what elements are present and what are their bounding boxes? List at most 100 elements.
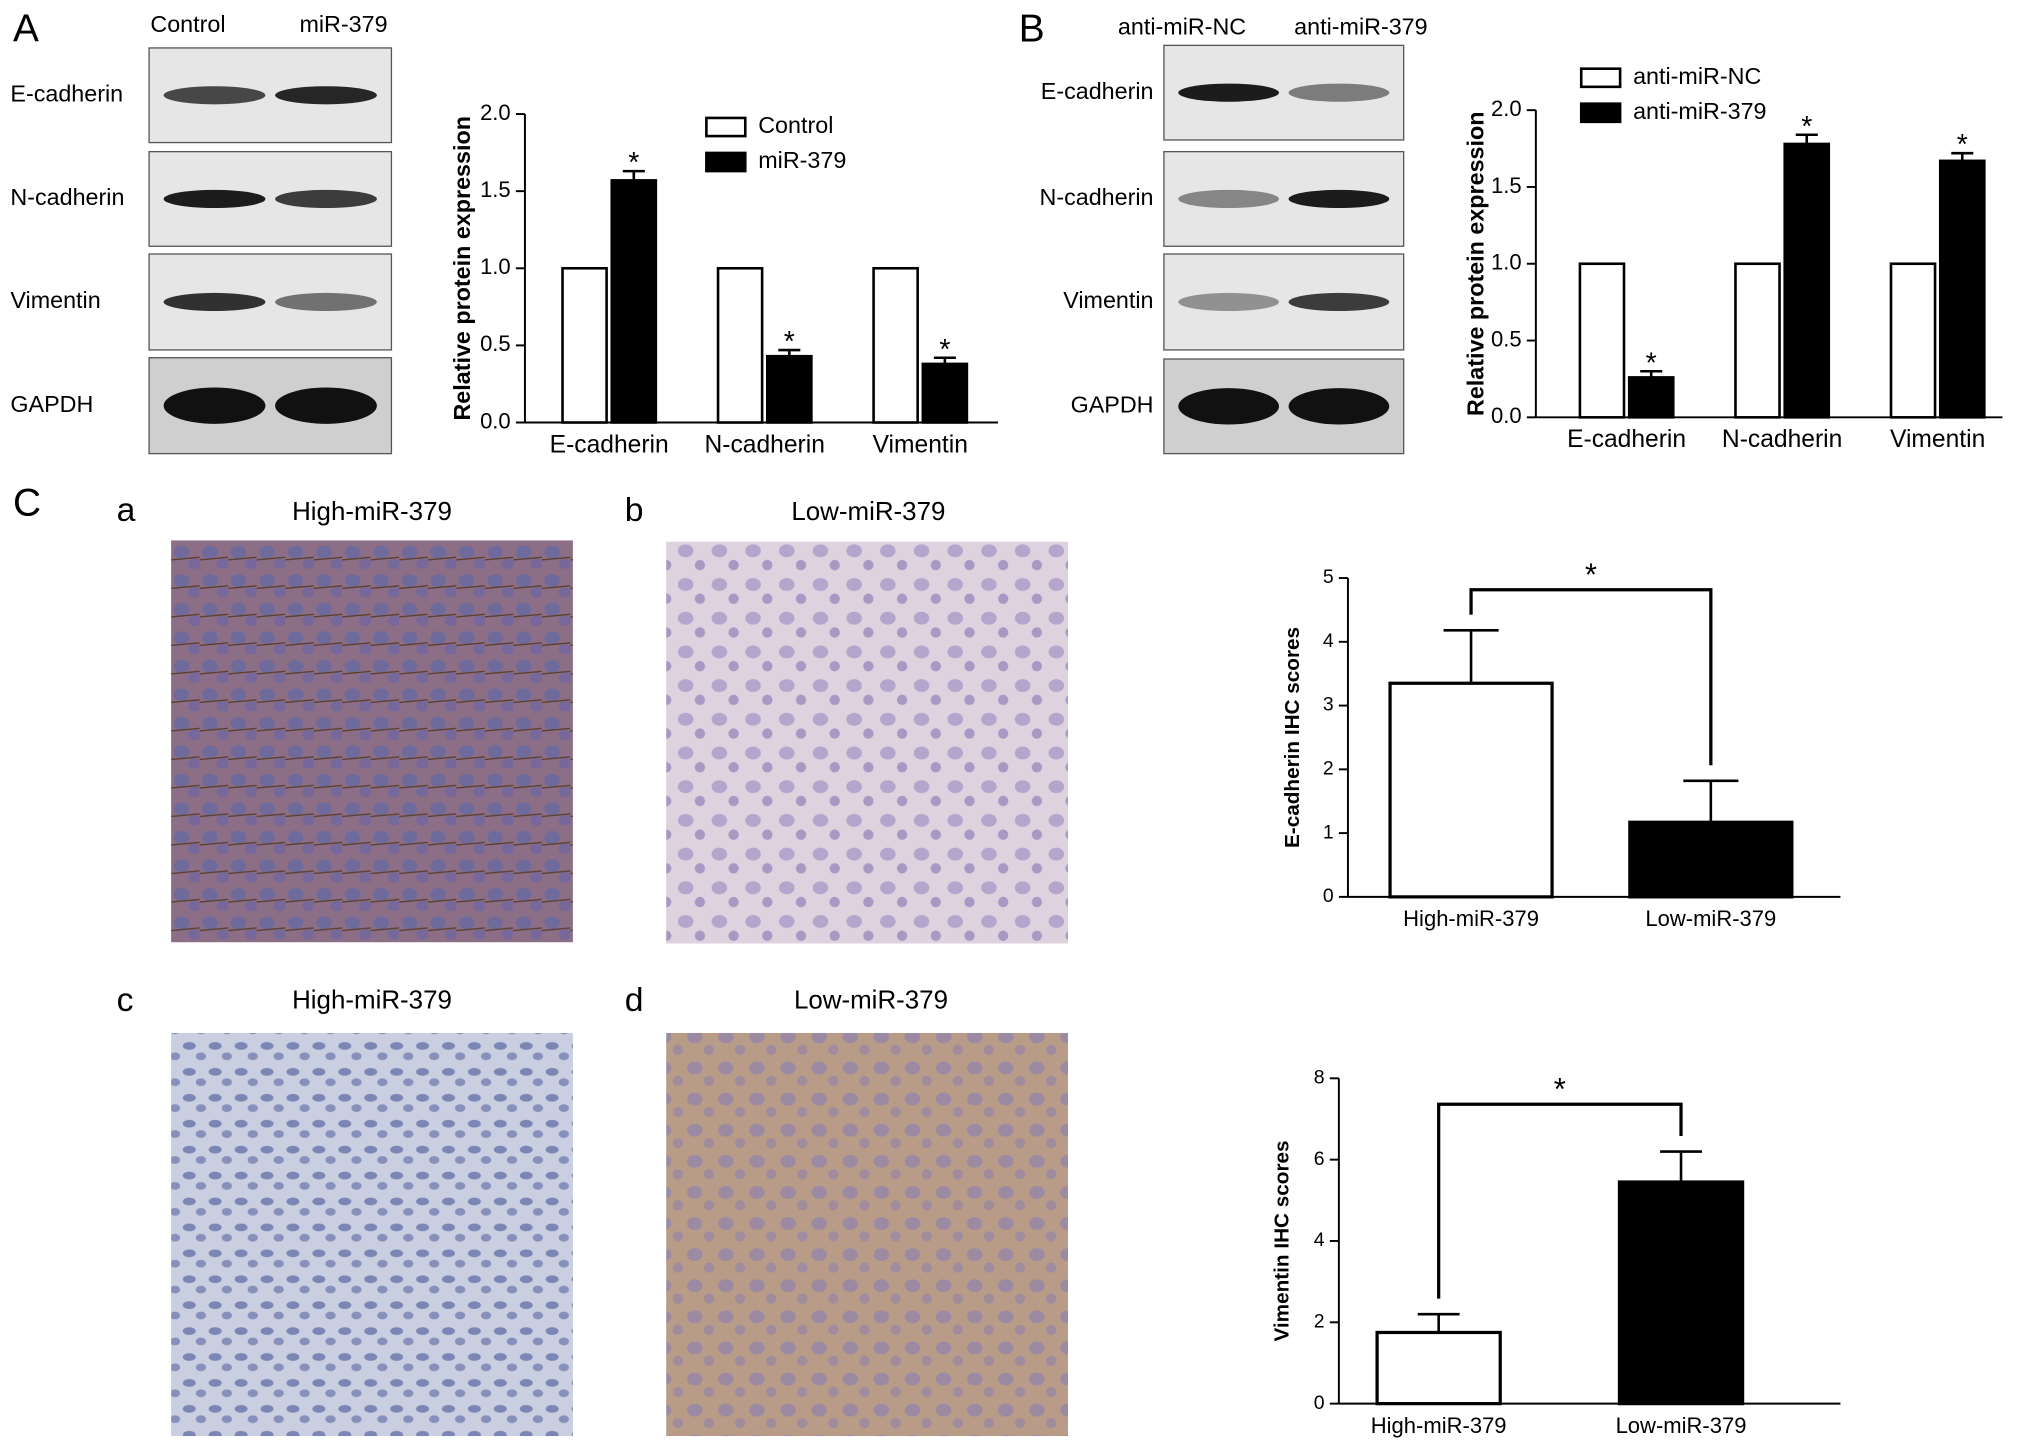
bar xyxy=(1578,262,1626,419)
blot-band xyxy=(1288,292,1390,312)
legend-swatch xyxy=(705,151,747,173)
panel-label: b xyxy=(625,492,644,529)
blot-column-label: anti-miR-379 xyxy=(1294,14,1427,40)
y-tick-label: 0.0 xyxy=(480,408,511,433)
y-tick-label: 1.5 xyxy=(480,177,511,202)
significance-bracket xyxy=(1437,1102,1683,1299)
blot-row-label: GAPDH xyxy=(10,391,93,417)
y-tick-label: 0.0 xyxy=(1491,403,1522,428)
legend-swatch xyxy=(1579,67,1622,89)
y-axis-title: Relative protein expression xyxy=(449,116,475,420)
ihc-image xyxy=(666,541,1068,944)
legend-label: anti-miR-NC xyxy=(1633,63,1761,89)
ihc-image xyxy=(171,1032,573,1437)
y-tick-label: 0.5 xyxy=(1491,326,1522,351)
x-tick-label: High-miR-379 xyxy=(1403,906,1539,931)
x-tick-label: E-cadherin xyxy=(1567,426,1686,453)
legend-swatch xyxy=(705,116,747,138)
y-tick-label: 1.0 xyxy=(1491,250,1522,275)
x-tick-label: E-cadherin xyxy=(550,431,669,458)
ihc-title: High-miR-379 xyxy=(292,987,452,1015)
blot-band xyxy=(1288,83,1390,102)
blot-band xyxy=(1288,189,1390,209)
ihc-image xyxy=(666,1032,1068,1437)
y-tick-label: 5 xyxy=(1323,566,1334,588)
bar xyxy=(1375,1330,1502,1406)
blot-band xyxy=(275,189,377,209)
x-tick-label: Vimentin xyxy=(1890,426,1985,453)
panel-label: B xyxy=(1019,7,1045,50)
bar xyxy=(1734,262,1781,419)
y-tick-label: 1 xyxy=(1323,821,1334,843)
panel-label: d xyxy=(625,982,644,1019)
panel-labels: A B C a b c d xyxy=(13,7,1045,1018)
blot-band xyxy=(1178,388,1279,425)
significance-marker: * xyxy=(1646,347,1657,379)
bar xyxy=(1783,142,1831,419)
panel-label: c xyxy=(117,982,134,1019)
blot-column-label: miR-379 xyxy=(299,11,387,37)
panel-label: a xyxy=(117,492,136,529)
significance-marker: * xyxy=(1801,111,1812,143)
bar xyxy=(610,179,658,424)
significance-marker: * xyxy=(939,334,950,366)
blot-band xyxy=(275,387,377,424)
blot-band xyxy=(1178,292,1279,312)
significance-marker: * xyxy=(628,147,639,179)
y-tick-label: 6 xyxy=(1314,1148,1325,1170)
blot-band xyxy=(275,292,377,312)
legend-label: miR-379 xyxy=(758,147,846,173)
y-tick-label: 3 xyxy=(1323,694,1334,716)
blot-band xyxy=(163,86,266,105)
y-tick-label: 1.5 xyxy=(1491,173,1522,198)
y-axis-title: Vimentin IHC scores xyxy=(1271,1140,1294,1341)
ihc-images: High-miR-379 Low-miR-379 High-miR-379 Lo… xyxy=(171,498,1068,1437)
x-tick-label: Vimentin xyxy=(873,431,968,458)
x-tick-label: N-cadherin xyxy=(1722,426,1842,453)
blot-band xyxy=(275,86,377,105)
y-tick-label: 4 xyxy=(1314,1229,1325,1251)
blot-row-label: E-cadherin xyxy=(10,80,123,106)
bar xyxy=(1938,159,1986,419)
y-tick-label: 0.5 xyxy=(480,331,511,356)
blot-column-label: Control xyxy=(150,11,225,37)
blot-band xyxy=(163,189,266,209)
y-tick-label: 2 xyxy=(1314,1310,1325,1332)
blot-row-label: E-cadherin xyxy=(1041,78,1154,104)
y-tick-label: 1.0 xyxy=(480,254,511,279)
y-tick-label: 0 xyxy=(1314,1392,1325,1414)
significance-marker: * xyxy=(1585,557,1597,592)
bar xyxy=(1627,376,1675,419)
x-tick-label: Low-miR-379 xyxy=(1616,1413,1747,1438)
significance-marker: * xyxy=(1554,1072,1566,1107)
legend-label: anti-miR-379 xyxy=(1633,98,1766,124)
x-tick-label: N-cadherin xyxy=(705,431,825,458)
significance-marker: * xyxy=(1957,129,1968,161)
significance-bracket xyxy=(1469,588,1713,766)
y-axis-title: Relative protein expression xyxy=(1463,112,1489,416)
y-tick-label: 4 xyxy=(1323,630,1334,652)
x-tick-label: High-miR-379 xyxy=(1371,1413,1507,1438)
y-tick-label: 2.0 xyxy=(480,100,511,125)
chart: 0 1 2 3 4 5 E-cadherin IHC scores High-miR-379 L… xyxy=(1281,557,1841,931)
bar xyxy=(766,354,813,424)
blot-band xyxy=(163,387,266,424)
significance-marker: * xyxy=(784,326,795,358)
blot-band xyxy=(1178,83,1279,102)
x-tick-label: Low-miR-379 xyxy=(1645,906,1776,931)
bar xyxy=(1628,820,1794,899)
blot-row-label: N-cadherin xyxy=(10,184,124,210)
ihc-image xyxy=(171,540,573,943)
bar xyxy=(1889,262,1937,419)
bar xyxy=(1388,681,1554,899)
blot-column-label: anti-miR-NC xyxy=(1118,14,1246,40)
blot-row-label: Vimentin xyxy=(1063,287,1153,313)
bar xyxy=(716,266,764,424)
legend-label: Control xyxy=(758,112,833,138)
blot-band xyxy=(1288,388,1390,425)
panel-label: C xyxy=(13,482,41,525)
y-tick-label: 8 xyxy=(1314,1066,1325,1088)
